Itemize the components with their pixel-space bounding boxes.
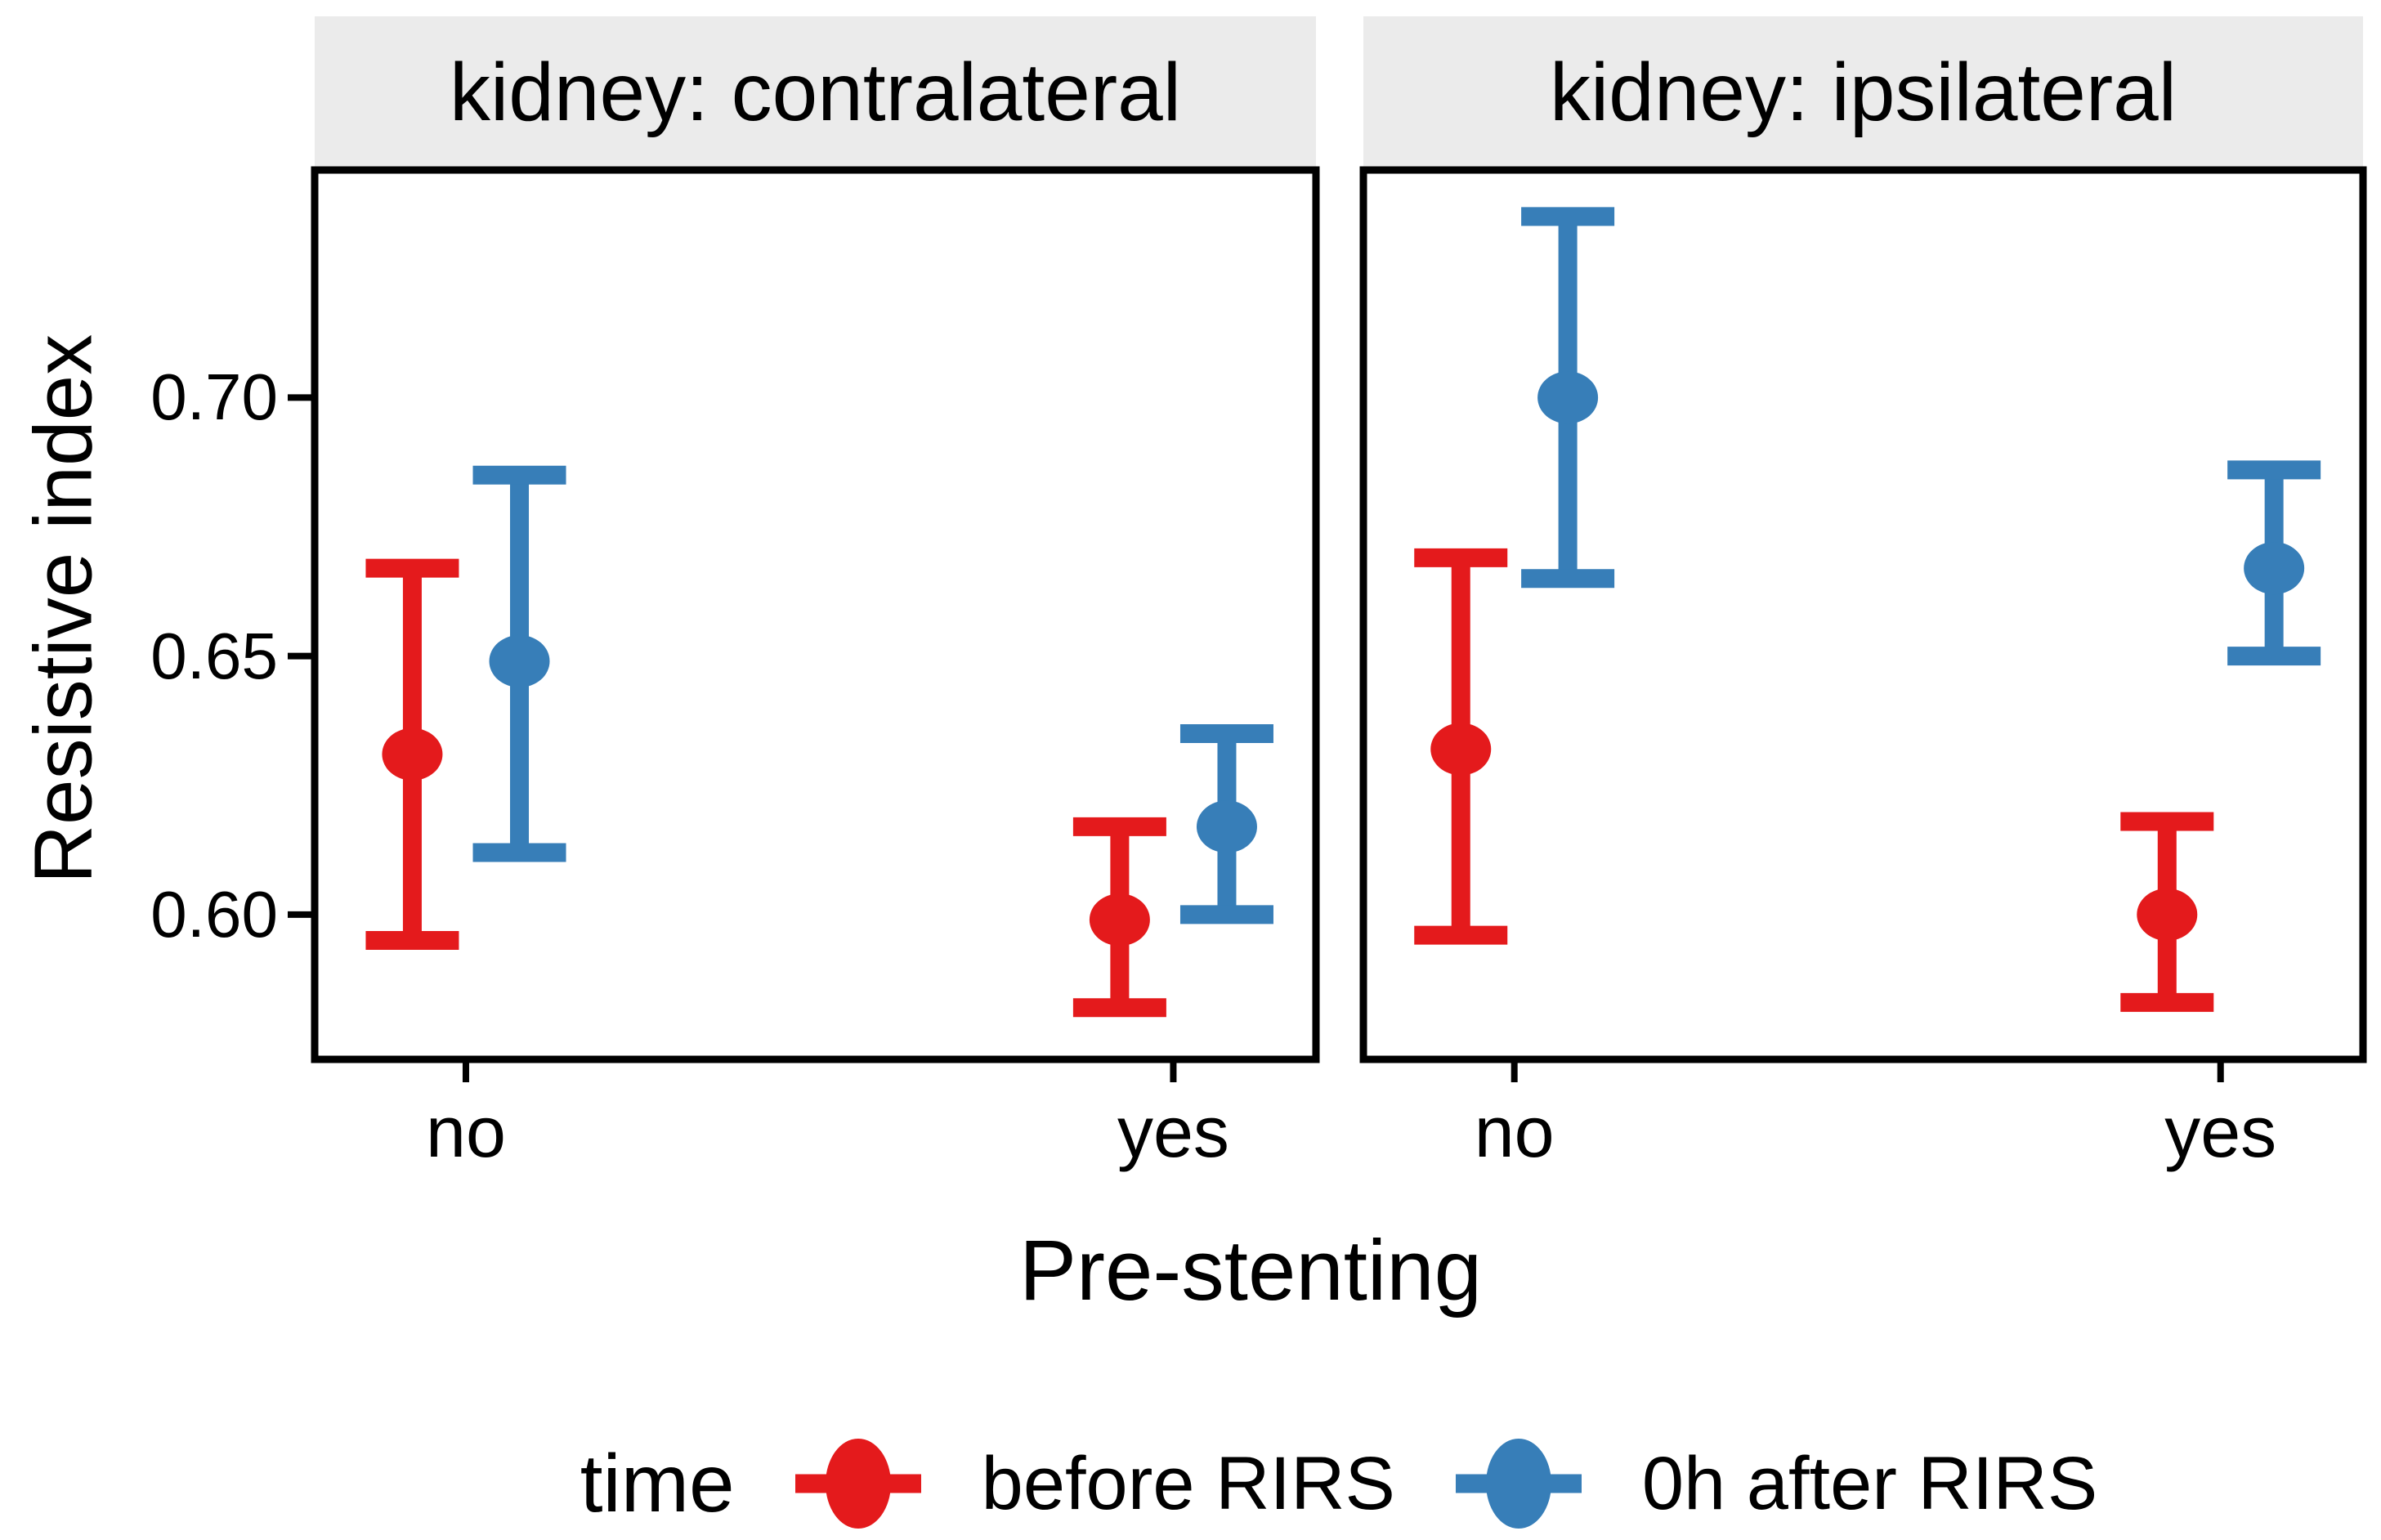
y-tick-label: 0.60 <box>150 877 278 951</box>
facet-strip-ipsilateral: kidney: ipsilateral <box>1363 16 2363 168</box>
facet-strip-label: kidney: contralateral <box>450 47 1181 138</box>
pointrange-0h-after-rirs-no <box>1521 207 1615 589</box>
pointrange-0h-after-rirs-no <box>472 465 566 862</box>
facet-strip-label: kidney: ipsilateral <box>1549 47 2177 138</box>
panel-border <box>1359 166 2367 1063</box>
y-axis-title: Resistive index <box>17 334 110 884</box>
facet-strip-contralateral: kidney: contralateral <box>315 16 1316 168</box>
point-mean <box>382 727 443 781</box>
x-tick-label: no <box>426 1091 506 1172</box>
point-mean <box>1430 723 1492 776</box>
pointrange-before-rirs-no <box>1414 548 1508 945</box>
x-tick-label: yes <box>2164 1091 2277 1172</box>
legend-title: time <box>580 1437 735 1529</box>
x-tick-label: yes <box>1117 1091 1229 1172</box>
legend-label-before-rirs: before RIRS <box>981 1441 1395 1525</box>
point-mean <box>489 634 550 687</box>
point-mean <box>1537 371 1599 424</box>
y-tick-label: 0.65 <box>150 619 278 692</box>
pointrange-0h-after-rirs-yes <box>2227 460 2321 666</box>
panel-border <box>311 166 1320 1063</box>
x-tick-label: no <box>1474 1091 1555 1172</box>
pointrange-before-rirs-yes <box>2120 812 2214 1012</box>
point-mean <box>2244 542 2305 595</box>
legend-key-0h-after-rirs <box>1455 1439 1582 1529</box>
pointrange-0h-after-rirs-yes <box>1179 723 1273 924</box>
legend-key-before-rirs <box>794 1439 921 1529</box>
y-tick-label: 0.70 <box>150 360 278 434</box>
x-axis-title: Pre-stenting <box>1018 1223 1483 1318</box>
pointrange-before-rirs-no <box>365 558 459 951</box>
point-mean <box>2137 888 2198 941</box>
point-mean <box>1196 800 1257 853</box>
point-mean <box>1089 893 1150 947</box>
legend-label-0h-after-rirs: 0h after RIRS <box>1641 1441 2098 1525</box>
legend: time before RIRS 0h after RIRS <box>315 1426 2363 1540</box>
pointrange-before-rirs-yes <box>1072 817 1166 1018</box>
